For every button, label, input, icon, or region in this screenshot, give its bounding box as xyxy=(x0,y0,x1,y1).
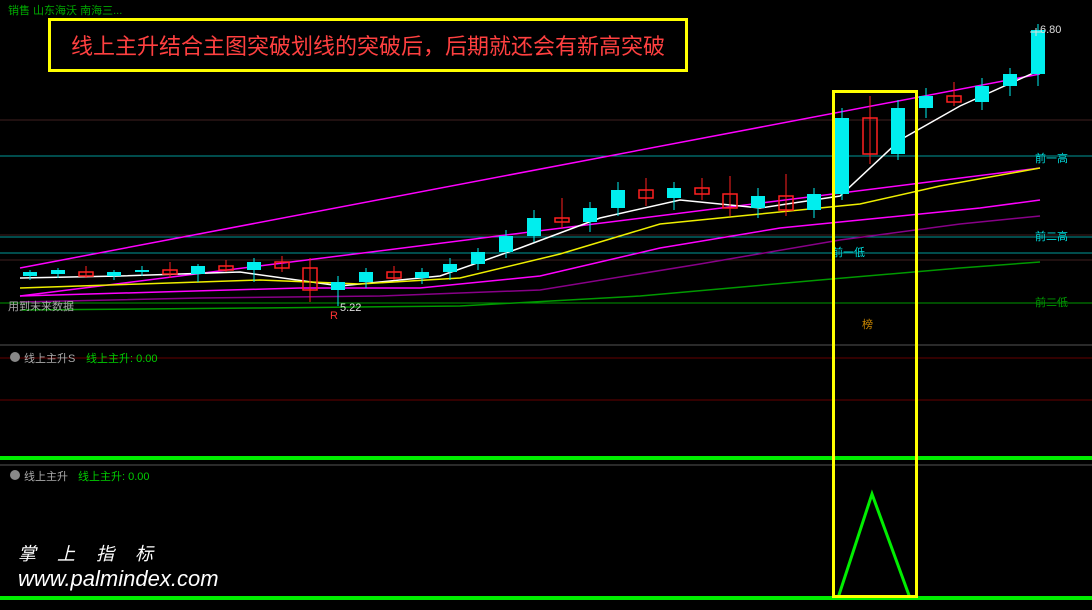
sub1-dot-icon xyxy=(10,352,20,362)
level-label: 前二高 xyxy=(1035,228,1068,244)
sub1-value-label: 线上主升: 0.00 xyxy=(86,350,158,366)
sub2-name-label: 线上主升 xyxy=(24,468,68,484)
level-label: 前一高 xyxy=(1035,150,1068,166)
sub2-dot-icon xyxy=(10,470,20,480)
price-low-label: 5.22 xyxy=(340,302,361,314)
sub2-value-label: 线上主升: 0.00 xyxy=(78,468,150,484)
level-label: 前一低 xyxy=(832,244,865,260)
ticker-label: 销售 山东海沃 南海三... xyxy=(8,2,122,18)
price-low-marker: R xyxy=(330,310,338,322)
brand-url: www.palmindex.com xyxy=(18,566,219,592)
annotation-box: 线上主升结合主图突破划线的突破后，后期就还会有新高突破 xyxy=(48,18,688,72)
sub1-name-label: 线上主升S xyxy=(24,350,75,366)
brand-cn: 掌 上 指 标 xyxy=(18,540,219,566)
price-high-label: 6.80 xyxy=(1040,24,1061,36)
chart-container: 销售 山东海沃 南海三... 线上主升结合主图突破划线的突破后，后期就还会有新高… xyxy=(0,0,1092,610)
chart-svg xyxy=(0,0,1092,610)
future-data-label: 用到未来数据 xyxy=(8,298,74,314)
level-label: 前二低 xyxy=(1035,294,1068,310)
brand-watermark: 掌 上 指 标 www.palmindex.com xyxy=(18,540,219,592)
level-label: 榜 xyxy=(862,316,873,332)
